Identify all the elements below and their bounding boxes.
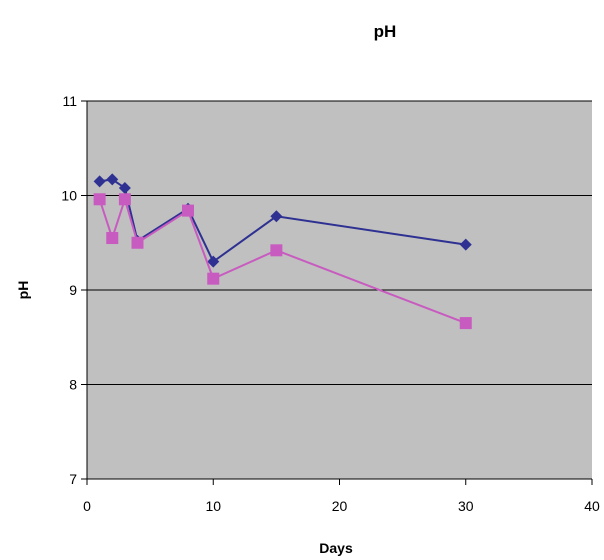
y-tick-label-8: 8 [69, 377, 77, 393]
series-1-point-2 [118, 181, 131, 194]
series-2-point-6 [270, 244, 283, 257]
y-tick-labels: 7 8 9 10 11 [61, 93, 77, 487]
series-2-point-7 [459, 317, 472, 330]
series-2-point-1 [106, 232, 119, 245]
chart-title: pH [374, 22, 397, 41]
series-1-point-5 [207, 255, 220, 268]
series-2-point-3 [131, 236, 144, 249]
x-axis-label: Days [319, 540, 353, 556]
series-2-point-4 [182, 204, 194, 217]
x-tick-label-30: 30 [458, 498, 474, 514]
y-tick-label-7: 7 [69, 471, 77, 487]
x-tick-labels: 0 10 20 30 40 [83, 498, 600, 514]
series-1-point-0 [93, 175, 106, 188]
axes [86, 101, 593, 485]
gridlines [81, 100, 592, 480]
series-1-point-6 [270, 210, 283, 223]
series-2-point-5 [207, 272, 220, 285]
y-axis-label: pH [15, 281, 31, 300]
series-group [93, 173, 472, 330]
x-tick-label-20: 20 [332, 498, 348, 514]
series-1-point-7 [459, 238, 472, 251]
x-tick-label-0: 0 [83, 498, 91, 514]
x-tick-label-10: 10 [205, 498, 221, 514]
series-2 [93, 193, 472, 330]
series-1-point-1 [106, 173, 119, 186]
series-2-line [98, 195, 467, 325]
y-tick-label-9: 9 [69, 282, 77, 298]
series-2-point-2 [118, 193, 131, 206]
series-2-point-0 [93, 193, 106, 206]
y-tick-label-11: 11 [62, 93, 77, 109]
x-tick-label-40: 40 [584, 498, 600, 514]
y-tick-label-10: 10 [61, 188, 77, 204]
